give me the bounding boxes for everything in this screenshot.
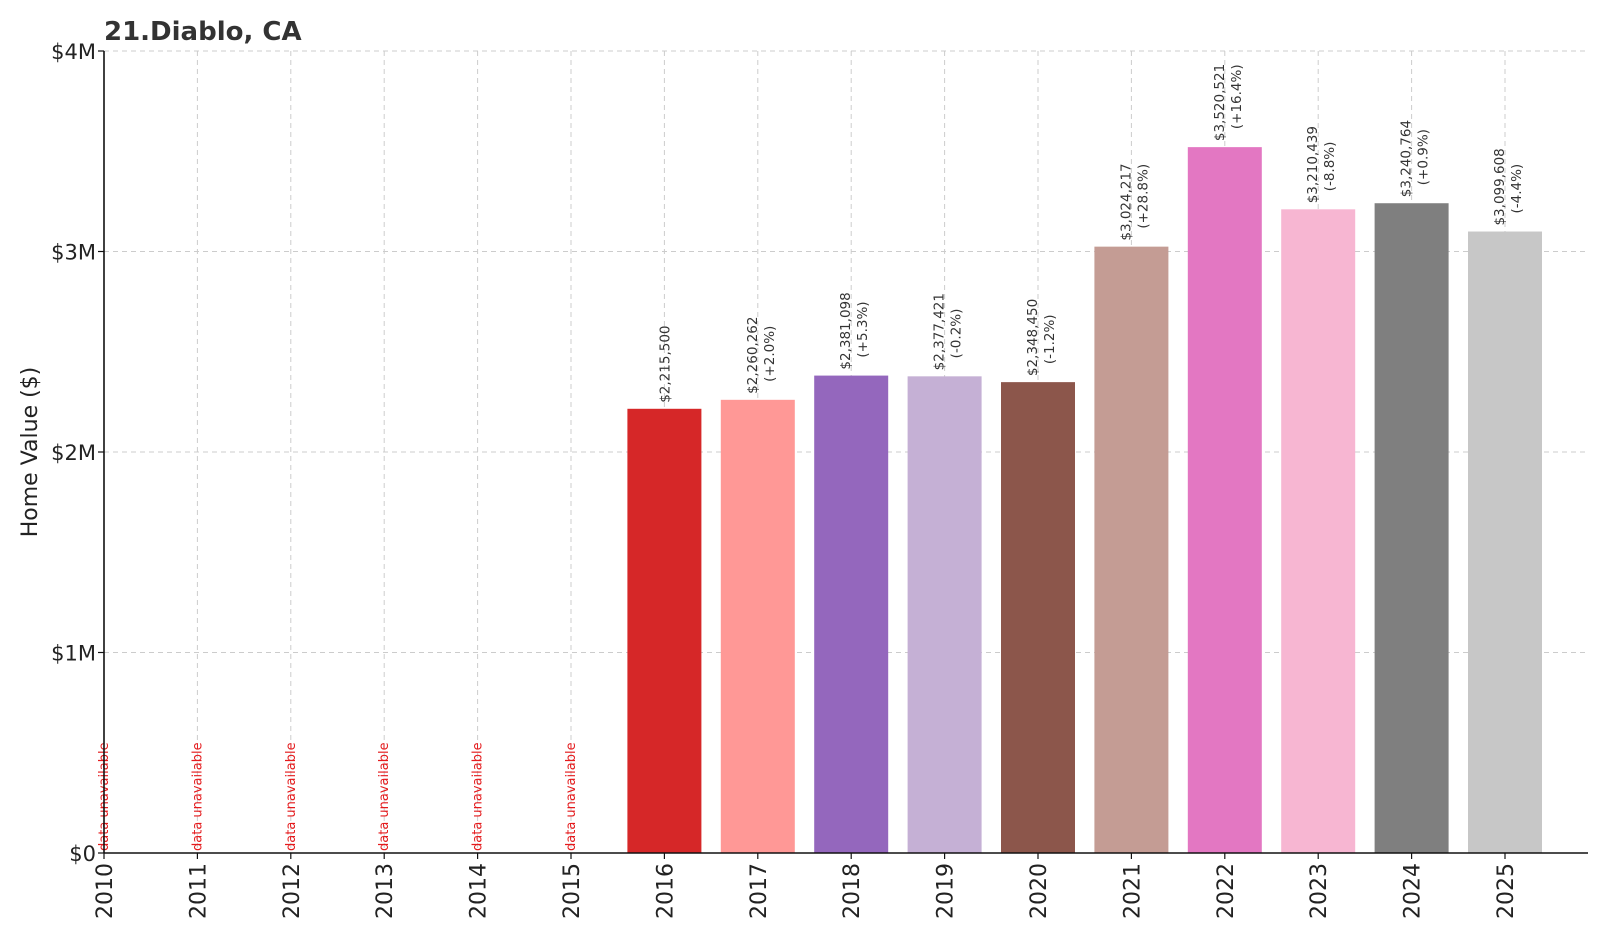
data-unavailable-label: data unavailable — [377, 742, 392, 851]
x-tick-label: 2024 — [1401, 863, 1426, 919]
bar — [1187, 147, 1262, 853]
x-tick-label: 2011 — [186, 863, 211, 919]
x-tick-label: 2010 — [93, 863, 118, 919]
x-tick-label: 2020 — [1027, 863, 1052, 919]
bar-change-label: (-1.2%) — [1042, 314, 1058, 364]
data-unavailable-label: data unavailable — [190, 742, 205, 851]
bar-value-label: $2,381,098 — [838, 292, 854, 369]
bar-change-label: (+0.9%) — [1416, 129, 1432, 185]
bar — [1001, 382, 1075, 853]
bar-value-label: $2,260,262 — [745, 317, 761, 394]
bar-value-label: $2,348,450 — [1025, 299, 1041, 376]
bar-value-label: $2,377,421 — [932, 293, 948, 370]
bar-value-label: $3,210,439 — [1305, 126, 1321, 203]
bar-value-label: $3,099,608 — [1492, 148, 1508, 225]
bar-value-label: $3,240,764 — [1399, 120, 1415, 197]
x-tick-label: 2014 — [467, 863, 492, 919]
y-tick-label: $4M — [51, 40, 96, 64]
y-tick-label: $0 — [69, 842, 96, 866]
bar — [720, 399, 795, 853]
bar — [1094, 246, 1169, 854]
x-tick-label: 2015 — [560, 863, 585, 919]
x-tick-label: 2023 — [1307, 863, 1332, 919]
y-tick-label: $3M — [51, 241, 96, 265]
x-tick-label: 2017 — [747, 863, 772, 919]
bar-change-label: (+5.3%) — [855, 301, 871, 357]
y-tick-label: $1M — [51, 642, 96, 666]
bar-change-label: (+2.0%) — [762, 326, 778, 382]
x-tick-label: 2021 — [1120, 863, 1145, 919]
bar-change-label: (+16.4%) — [1229, 64, 1245, 129]
bar — [907, 376, 982, 853]
x-tick-label: 2018 — [840, 863, 865, 919]
bar — [627, 408, 702, 853]
value-labels: data unavailable data unavailable data una… — [97, 64, 1525, 851]
bar-value-label: $3,520,521 — [1212, 64, 1228, 141]
bar-value-label: $3,024,217 — [1118, 163, 1134, 240]
bar — [1281, 209, 1356, 853]
x-tick-label: 2012 — [280, 863, 305, 919]
x-tick-label: 2016 — [653, 863, 678, 919]
bar-change-label: (-4.4%) — [1509, 164, 1525, 214]
chart-title: 21.Diablo, CA — [104, 17, 302, 47]
data-unavailable-label: data unavailable — [284, 742, 299, 851]
bar-change-label: (+28.8%) — [1135, 164, 1151, 229]
bar — [814, 375, 889, 853]
y-axis-label: Home Value ($) — [18, 367, 43, 538]
bar-value-label: $2,215,500 — [657, 325, 673, 402]
data-unavailable-label: data unavailable — [471, 742, 486, 851]
bars — [627, 147, 1542, 854]
bar — [1374, 203, 1449, 854]
x-tick-label: 2025 — [1494, 863, 1519, 919]
x-tick-label: 2019 — [934, 863, 959, 919]
y-tick-labels: $0 $1M $2M $3M $4M — [51, 40, 104, 866]
x-tick-labels: 2010 2011 2012 2013 2014 2015 2016 2017 2018 2019… — [93, 853, 1519, 919]
x-tick-label: 2022 — [1214, 863, 1239, 919]
bar-change-label: (-8.8%) — [1322, 142, 1338, 192]
bar — [1468, 231, 1542, 854]
bar-change-label: (-0.2%) — [949, 309, 965, 359]
data-unavailable-label: data unavailable — [564, 742, 579, 851]
y-tick-label: $2M — [51, 441, 96, 465]
x-tick-label: 2013 — [373, 863, 398, 919]
